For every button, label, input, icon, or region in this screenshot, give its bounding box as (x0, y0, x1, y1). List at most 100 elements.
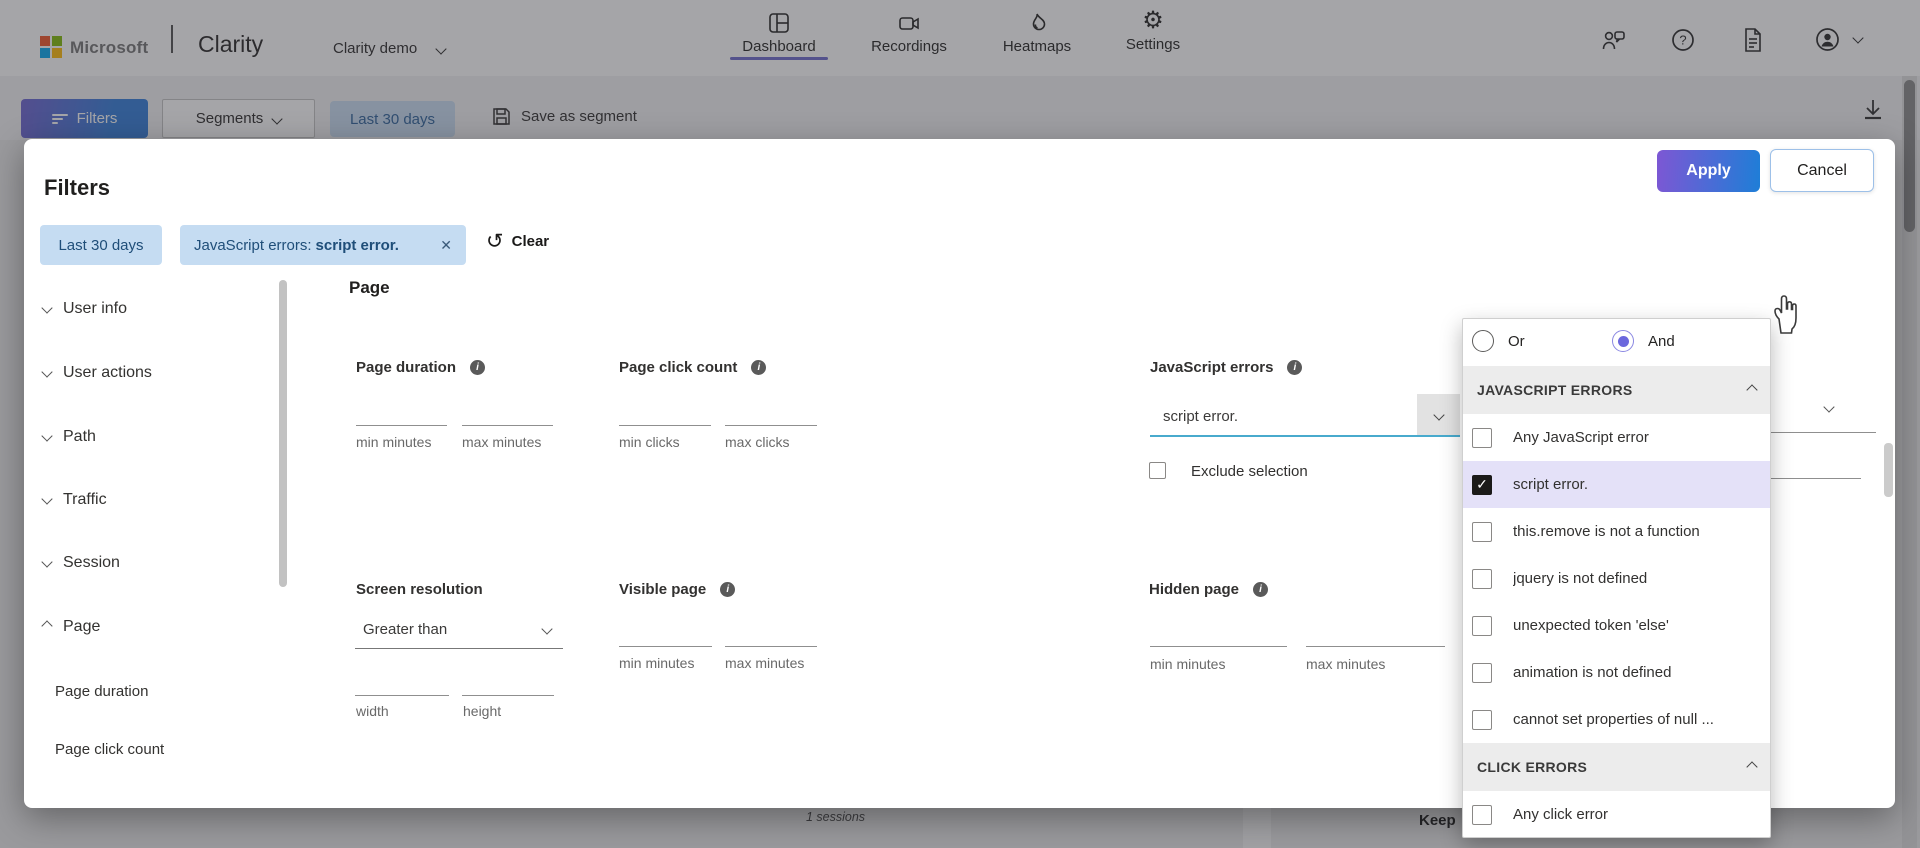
page-scrollbar-thumb[interactable] (1904, 80, 1915, 232)
sidebar-scrollbar-thumb[interactable] (279, 280, 287, 587)
account-icon[interactable] (1815, 27, 1840, 52)
toolbar-date-range-chip[interactable]: Last 30 days (330, 101, 455, 137)
visible-page-label: Visible page i (619, 581, 736, 598)
error-option-row[interactable]: ✓ unexpected token 'else' (1463, 602, 1770, 649)
hidden-field-input[interactable] (1770, 441, 1861, 479)
screen-resolution-label: Screen resolution (356, 581, 483, 598)
error-option-row[interactable]: ✓ cannot set properties of null ... (1463, 696, 1770, 743)
modal-scrollbar-thumb[interactable] (1884, 443, 1893, 497)
filters-button[interactable]: Filters (21, 99, 148, 138)
error-option-row[interactable]: ✓ this.remove is not a function (1463, 508, 1770, 555)
info-icon[interactable]: i (751, 360, 767, 375)
sidebar-item-traffic[interactable]: Traffic (41, 491, 107, 509)
date-range-filter-chip[interactable]: Last 30 days (40, 225, 162, 265)
remove-chip-icon[interactable]: ✕ (440, 236, 452, 253)
page-duration-max-input[interactable] (462, 394, 553, 426)
chevron-up-icon (41, 620, 53, 632)
checkbox[interactable]: ✓ (1472, 615, 1492, 636)
info-icon[interactable]: i (1287, 360, 1303, 375)
tab-recordings[interactable]: Recordings (847, 11, 971, 55)
help-icon[interactable]: ? (1671, 28, 1695, 52)
screen-resolution-operator-dropdown[interactable] (355, 611, 563, 649)
checkbox[interactable]: ✓ (1472, 709, 1492, 730)
sidebar-item-path[interactable]: Path (41, 428, 96, 446)
top-navbar: Microsoft Clarity Clarity demo Dashboard… (0, 0, 1920, 76)
save-icon (493, 108, 510, 125)
segments-button[interactable]: Segments (162, 99, 315, 138)
error-option-row[interactable]: ✓ jquery is not defined (1463, 555, 1770, 602)
sessions-note: 1 sessions (806, 810, 866, 824)
error-option-row[interactable]: ✓ animation is not defined (1463, 649, 1770, 696)
sidebar-item-user-info[interactable]: User info (41, 300, 127, 318)
page-scrollbar-track[interactable] (1902, 76, 1917, 848)
visible-page-max-input[interactable] (725, 609, 817, 647)
clear-filters-button[interactable]: ↺ Clear (486, 230, 550, 253)
info-icon[interactable]: i (720, 582, 736, 597)
cancel-button[interactable]: Cancel (1770, 149, 1874, 192)
error-option-row[interactable]: ✓ script error. (1463, 461, 1770, 508)
hidden-page-max-input[interactable] (1306, 609, 1445, 647)
page-click-count-max-input[interactable] (725, 394, 817, 426)
project-selector[interactable]: Clarity demo (333, 40, 448, 57)
checkbox[interactable]: ✓ (1472, 662, 1492, 683)
download-icon[interactable] (1860, 96, 1886, 124)
js-errors-filter-chip[interactable]: JavaScript errors: script error. ✕ (180, 225, 466, 265)
hidden-field-dropdown[interactable] (1770, 395, 1876, 433)
feedback-icon[interactable] (1601, 28, 1627, 52)
info-icon[interactable]: i (470, 360, 486, 375)
save-as-segment-button[interactable]: Save as segment (492, 107, 637, 126)
dashboard-icon (769, 13, 789, 33)
radio-or-circle[interactable] (1472, 330, 1494, 352)
page-click-count-label: Page click count i (619, 359, 767, 376)
chevron-down-icon (41, 493, 53, 505)
hidden-page-min-input[interactable] (1150, 609, 1287, 647)
radio-and[interactable]: And (1612, 330, 1675, 352)
sidebar-item-page[interactable]: Page (41, 618, 100, 636)
height-helper: height (463, 703, 502, 719)
max-clicks-helper: max clicks (725, 434, 790, 450)
error-option-row[interactable]: ✓ Any click error (1463, 791, 1770, 838)
undo-icon: ↺ (486, 230, 504, 253)
tab-heatmaps[interactable]: Heatmaps (975, 11, 1099, 55)
radio-or[interactable]: Or (1472, 330, 1525, 352)
checkbox[interactable]: ✓ (1472, 474, 1492, 495)
chevron-down-icon (41, 556, 53, 568)
page-click-count-min-input[interactable] (619, 394, 711, 426)
documentation-icon[interactable] (1742, 27, 1764, 53)
sidebar-item-user-actions[interactable]: User actions (41, 364, 152, 382)
radio-and-circle[interactable] (1612, 330, 1634, 352)
checkbox[interactable]: ✓ (1472, 804, 1492, 825)
sidebar-item-session[interactable]: Session (41, 554, 120, 572)
chevron-up-icon (1746, 384, 1758, 396)
microsoft-wordmark: Microsoft (70, 38, 149, 57)
tab-settings[interactable]: ⚙ Settings (1091, 9, 1215, 54)
error-option-row[interactable]: ✓ Any JavaScript error (1463, 414, 1770, 461)
flame-icon (1032, 13, 1046, 31)
exclude-selection-checkbox[interactable]: ✓ (1149, 462, 1166, 479)
click-errors-group-header[interactable]: CLICK ERRORS (1463, 743, 1770, 791)
chevron-down-icon (1432, 408, 1445, 421)
tab-dashboard[interactable]: Dashboard (717, 11, 841, 60)
apply-button[interactable]: Apply (1657, 150, 1760, 192)
active-tab-underline (730, 57, 828, 60)
exclude-selection-label: Exclude selection (1191, 463, 1308, 480)
svg-text:?: ? (1679, 33, 1686, 48)
sidebar-item-page-duration[interactable]: Page duration (55, 683, 149, 700)
visible-page-min-input[interactable] (619, 609, 712, 647)
width-input[interactable] (355, 657, 449, 696)
javascript-errors-label: JavaScript errors i (1150, 359, 1303, 376)
microsoft-logo-icon (40, 36, 62, 58)
combobox-chevron-button[interactable] (1417, 394, 1460, 435)
sidebar-item-page-click-count[interactable]: Page click count (55, 741, 165, 758)
height-input[interactable] (462, 657, 554, 696)
javascript-errors-group-header[interactable]: JAVASCRIPT ERRORS (1463, 366, 1770, 414)
errors-dropdown-panel: Or And JAVASCRIPT ERRORS ✓ Any JavaScrip… (1462, 318, 1771, 838)
checkbox[interactable]: ✓ (1472, 521, 1492, 542)
info-icon[interactable]: i (1253, 582, 1269, 597)
filter-icon (51, 112, 68, 126)
checkbox[interactable]: ✓ (1472, 427, 1492, 448)
clarity-wordmark: Clarity (198, 31, 264, 57)
javascript-errors-combobox[interactable]: script error. (1150, 394, 1460, 437)
checkbox[interactable]: ✓ (1472, 568, 1492, 589)
page-duration-min-input[interactable] (356, 394, 447, 426)
